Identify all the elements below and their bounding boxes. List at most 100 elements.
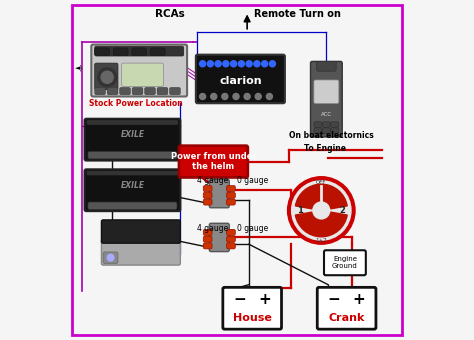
FancyBboxPatch shape [132,48,146,55]
Text: ◄): ◄) [75,65,83,71]
Circle shape [238,61,245,67]
Circle shape [266,94,273,100]
Text: EXILE: EXILE [120,181,145,190]
Text: RCAs: RCAs [155,8,184,19]
FancyBboxPatch shape [95,63,118,90]
FancyBboxPatch shape [170,87,180,95]
FancyBboxPatch shape [86,170,179,176]
FancyBboxPatch shape [324,250,366,275]
FancyBboxPatch shape [91,45,187,97]
FancyBboxPatch shape [227,236,235,242]
Text: Power from under
the helm: Power from under the helm [171,152,256,171]
FancyBboxPatch shape [203,192,212,198]
FancyBboxPatch shape [227,199,235,205]
FancyBboxPatch shape [119,87,130,95]
Text: On boat electornics: On boat electornics [289,131,374,140]
Text: −: − [328,292,340,307]
FancyBboxPatch shape [331,128,339,134]
Text: −: − [233,292,246,307]
Text: 2: 2 [339,206,345,215]
Circle shape [101,71,113,83]
FancyBboxPatch shape [223,287,282,329]
FancyBboxPatch shape [132,87,143,95]
Text: 0 gauge: 0 gauge [237,176,268,186]
Text: 1+2: 1+2 [315,238,327,243]
Circle shape [230,61,237,67]
FancyBboxPatch shape [227,243,235,249]
FancyBboxPatch shape [113,48,128,55]
FancyBboxPatch shape [203,199,212,205]
FancyBboxPatch shape [196,55,285,103]
Circle shape [313,202,330,219]
Text: House: House [233,313,272,323]
Circle shape [107,254,114,261]
FancyBboxPatch shape [210,223,229,252]
FancyBboxPatch shape [314,80,339,104]
FancyBboxPatch shape [227,186,235,191]
Circle shape [98,68,117,87]
Circle shape [254,61,260,67]
Circle shape [255,94,261,100]
FancyBboxPatch shape [157,87,168,95]
FancyBboxPatch shape [150,48,165,55]
FancyBboxPatch shape [203,186,212,191]
Circle shape [222,94,228,100]
Circle shape [200,94,206,100]
FancyBboxPatch shape [322,128,330,134]
Text: 1: 1 [298,206,303,215]
Circle shape [292,181,351,240]
FancyBboxPatch shape [88,202,177,209]
Wedge shape [295,210,347,237]
FancyBboxPatch shape [86,120,179,125]
FancyBboxPatch shape [122,63,164,86]
FancyBboxPatch shape [84,119,180,160]
Text: OFF: OFF [316,180,327,185]
FancyBboxPatch shape [322,122,330,128]
Circle shape [269,61,275,67]
FancyBboxPatch shape [101,240,180,265]
FancyBboxPatch shape [203,230,212,235]
Circle shape [246,61,252,67]
Circle shape [244,94,250,100]
FancyBboxPatch shape [95,46,184,56]
Text: +: + [258,292,271,307]
FancyBboxPatch shape [103,252,118,264]
Text: Remote Turn on: Remote Turn on [254,8,341,19]
Text: +: + [353,292,365,307]
FancyBboxPatch shape [227,192,235,198]
FancyBboxPatch shape [95,48,109,55]
FancyBboxPatch shape [95,87,106,95]
FancyBboxPatch shape [145,87,155,95]
FancyBboxPatch shape [107,87,118,95]
Text: 4 gauge: 4 gauge [197,176,228,186]
Text: Crank: Crank [328,313,365,323]
FancyBboxPatch shape [317,62,336,71]
Circle shape [207,61,213,67]
FancyBboxPatch shape [84,169,180,211]
Text: 4 gauge: 4 gauge [197,224,228,233]
Circle shape [200,61,206,67]
FancyBboxPatch shape [179,146,248,177]
FancyBboxPatch shape [314,122,322,128]
Text: Stock Power Location: Stock Power Location [89,99,182,108]
Circle shape [288,177,355,244]
FancyBboxPatch shape [203,243,212,249]
Text: Engine
Ground: Engine Ground [332,256,358,269]
FancyBboxPatch shape [310,62,342,137]
FancyBboxPatch shape [227,230,235,235]
FancyBboxPatch shape [210,180,229,208]
FancyBboxPatch shape [331,122,339,128]
Circle shape [211,94,217,100]
FancyBboxPatch shape [203,236,212,242]
FancyBboxPatch shape [314,128,322,134]
FancyBboxPatch shape [101,220,180,243]
FancyBboxPatch shape [88,151,177,159]
Text: ACC: ACC [321,112,332,117]
Circle shape [262,61,268,67]
Text: To Engine: To Engine [304,144,346,153]
Circle shape [215,61,221,67]
Circle shape [233,94,239,100]
Wedge shape [295,184,347,210]
Text: EXILE: EXILE [120,130,145,139]
Circle shape [223,61,229,67]
